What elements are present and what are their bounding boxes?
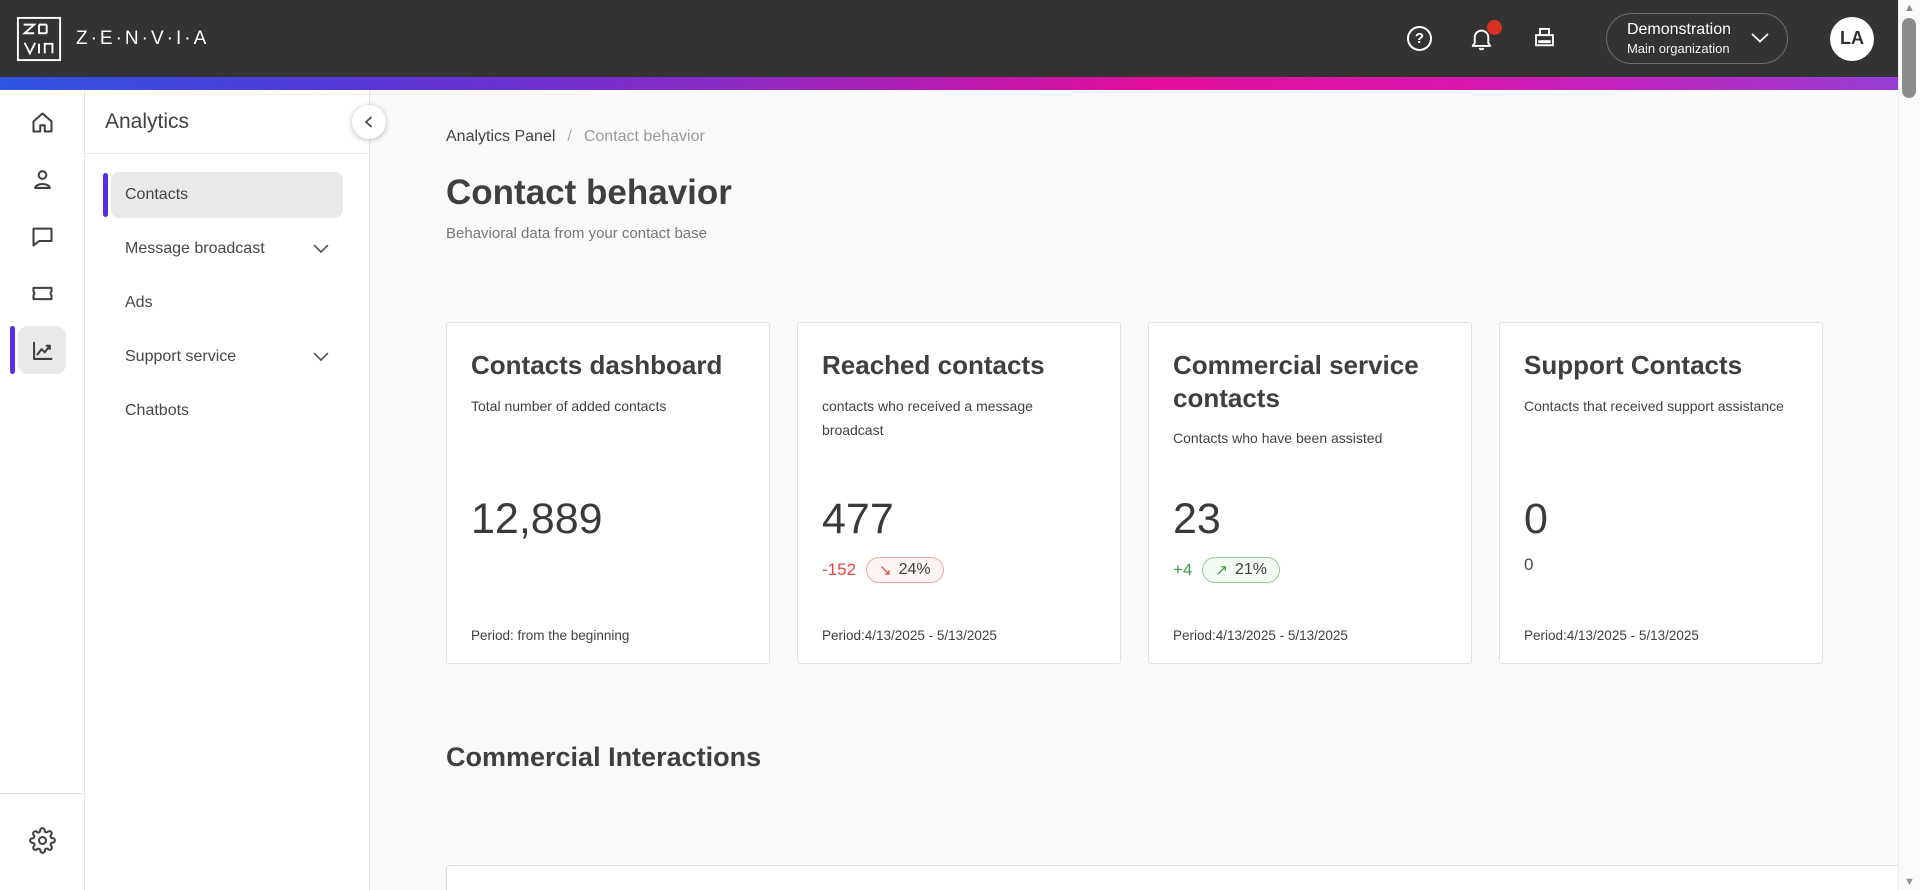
page-title: Contact behavior [446, 173, 732, 212]
card-title: Support Contacts [1524, 350, 1743, 380]
bell-icon [1468, 25, 1495, 52]
rail-item-analytics[interactable] [10, 326, 66, 374]
trend-down-icon: ↘ [879, 562, 892, 579]
card-value: 12,889 [471, 495, 603, 543]
home-icon [29, 109, 56, 136]
sidebar-item-chatbots[interactable]: Chatbots [111, 388, 343, 434]
card-period: Period:4/13/2025 - 5/13/2025 [1524, 628, 1699, 643]
breadcrumb-analytics-panel[interactable]: Analytics Panel [446, 128, 556, 145]
organization-selector[interactable]: Demonstration Main organization [1605, 13, 1788, 64]
zenvia-logo-mark-icon [16, 16, 62, 62]
breadcrumb-separator: / [567, 128, 572, 145]
card-value: 0 [1524, 495, 1548, 543]
chevron-left-icon [362, 115, 376, 129]
topbar-actions: ? Demonstration Main [1371, 13, 1874, 64]
page-subtitle: Behavioral data from your contact base [446, 225, 707, 242]
rail-item-campaigns[interactable] [18, 269, 66, 317]
sidebar-item-support-service[interactable]: Support service [111, 334, 343, 380]
card-period: Period: from the beginning [471, 628, 630, 643]
sidebar-item-label: Ads [125, 294, 153, 311]
card-title: Contacts dashboard [471, 350, 723, 380]
scrollbar-up-arrow[interactable]: ▲ [1904, 2, 1915, 14]
rail-footer [0, 793, 84, 890]
card-secondary-value: 0 [1524, 555, 1534, 574]
sidebar-item-message-broadcast[interactable]: Message broadcast [111, 226, 343, 272]
sidebar-item-label: Message broadcast [125, 240, 265, 257]
organization-name: Demonstration [1626, 21, 1731, 38]
scrollbar-down-arrow[interactable]: ▼ [1904, 876, 1915, 888]
scrollbar: ▲ ▼ [1898, 0, 1920, 890]
delta-row: -152 ↘ 24% [822, 557, 944, 583]
zenvia-logo: Z·E·N·V·I·A [16, 16, 209, 62]
sidebar-item-label: Chatbots [125, 402, 190, 419]
gear-icon [28, 826, 56, 854]
sidebar: Analytics Contacts Message broadcast Ads [85, 90, 386, 890]
breadcrumb-current: Contact behavior [583, 128, 705, 145]
card-commercial-service-contacts: Commercial service contacts Contacts who… [1148, 322, 1472, 664]
print-button[interactable] [1531, 25, 1558, 52]
rail-item-settings[interactable] [18, 816, 66, 864]
main-content: Analytics Panel / Contact behavior Conta… [370, 90, 1920, 890]
sidebar-item-contacts[interactable]: Contacts [103, 172, 343, 218]
kpi-cards-row: Contacts dashboard Total number of added… [446, 322, 1907, 664]
avatar[interactable]: LA [1830, 16, 1874, 61]
organization-subtitle: Main organization [1626, 41, 1730, 56]
sidebar-item-label: Contacts [125, 186, 189, 203]
section-title-commercial-interactions: Commercial Interactions [446, 742, 762, 772]
card-period: Period:4/13/2025 - 5/13/2025 [1173, 628, 1348, 643]
card-contacts-dashboard: Contacts dashboard Total number of added… [446, 322, 770, 664]
question-circle-icon: ? [1406, 26, 1432, 51]
trend-percent: 21% [1234, 561, 1267, 578]
trend-badge: ↗ 21% [1202, 557, 1280, 583]
delta-row: +4 ↗ 21% [1173, 557, 1280, 583]
chevron-down-icon [313, 352, 329, 362]
card-description: contacts who received a message broadcas… [822, 397, 1033, 439]
ticket-icon [29, 280, 56, 307]
trend-percent: 24% [898, 561, 931, 578]
card-reached-contacts: Reached contacts contacts who received a… [797, 322, 1121, 664]
top-bar: Z·E·N·V·I·A ? [0, 0, 1920, 77]
user-icon [29, 166, 56, 193]
sidebar-collapse-button[interactable] [352, 105, 386, 139]
icon-rail [0, 90, 85, 890]
notification-dot [1486, 20, 1502, 35]
chat-icon [29, 223, 56, 250]
commercial-interactions-card [446, 865, 1907, 890]
card-title: Commercial service contacts [1173, 350, 1419, 413]
sidebar-header: Analytics [85, 90, 369, 154]
trend-up-icon: ↗ [1215, 562, 1228, 579]
rail-item-home[interactable] [18, 98, 66, 146]
card-description: Contacts that received support assistanc… [1524, 397, 1784, 414]
active-indicator-bar [10, 326, 15, 374]
rail-item-conversations[interactable] [18, 212, 66, 260]
logo-text: Z·E·N·V·I·A [76, 27, 210, 49]
chevron-down-icon [313, 244, 329, 254]
breadcrumb: Analytics Panel / Contact behavior [446, 128, 1907, 146]
printer-icon [1531, 25, 1558, 52]
card-title: Reached contacts [822, 350, 1045, 380]
sidebar-menu: Contacts Message broadcast Ads Support s… [85, 154, 369, 434]
card-description: Total number of added contacts [471, 397, 667, 414]
notifications-button[interactable] [1468, 20, 1502, 52]
sidebar-title: Analytics [105, 109, 190, 133]
card-period: Period:4/13/2025 - 5/13/2025 [822, 628, 997, 643]
chevron-down-icon [1751, 33, 1769, 44]
line-chart-icon [29, 337, 56, 364]
card-value: 477 [822, 495, 894, 543]
card-description: Contacts who have been assisted [1173, 430, 1383, 446]
sidebar-item-label: Support service [125, 348, 237, 365]
delta-value: +4 [1173, 560, 1193, 579]
active-indicator-bar [103, 173, 108, 217]
card-value: 23 [1173, 495, 1221, 543]
delta-value: -152 [822, 560, 857, 579]
card-support-contacts: Support Contacts Contacts that received … [1499, 322, 1823, 664]
brand-gradient-bar [0, 77, 1920, 90]
rail-item-contacts[interactable] [18, 155, 66, 203]
sidebar-item-ads[interactable]: Ads [111, 280, 343, 326]
app-shell: Analytics Contacts Message broadcast Ads [0, 90, 1920, 890]
scrollbar-thumb[interactable] [1902, 18, 1916, 98]
trend-badge: ↘ 24% [866, 557, 944, 583]
help-button[interactable]: ? [1406, 26, 1432, 51]
